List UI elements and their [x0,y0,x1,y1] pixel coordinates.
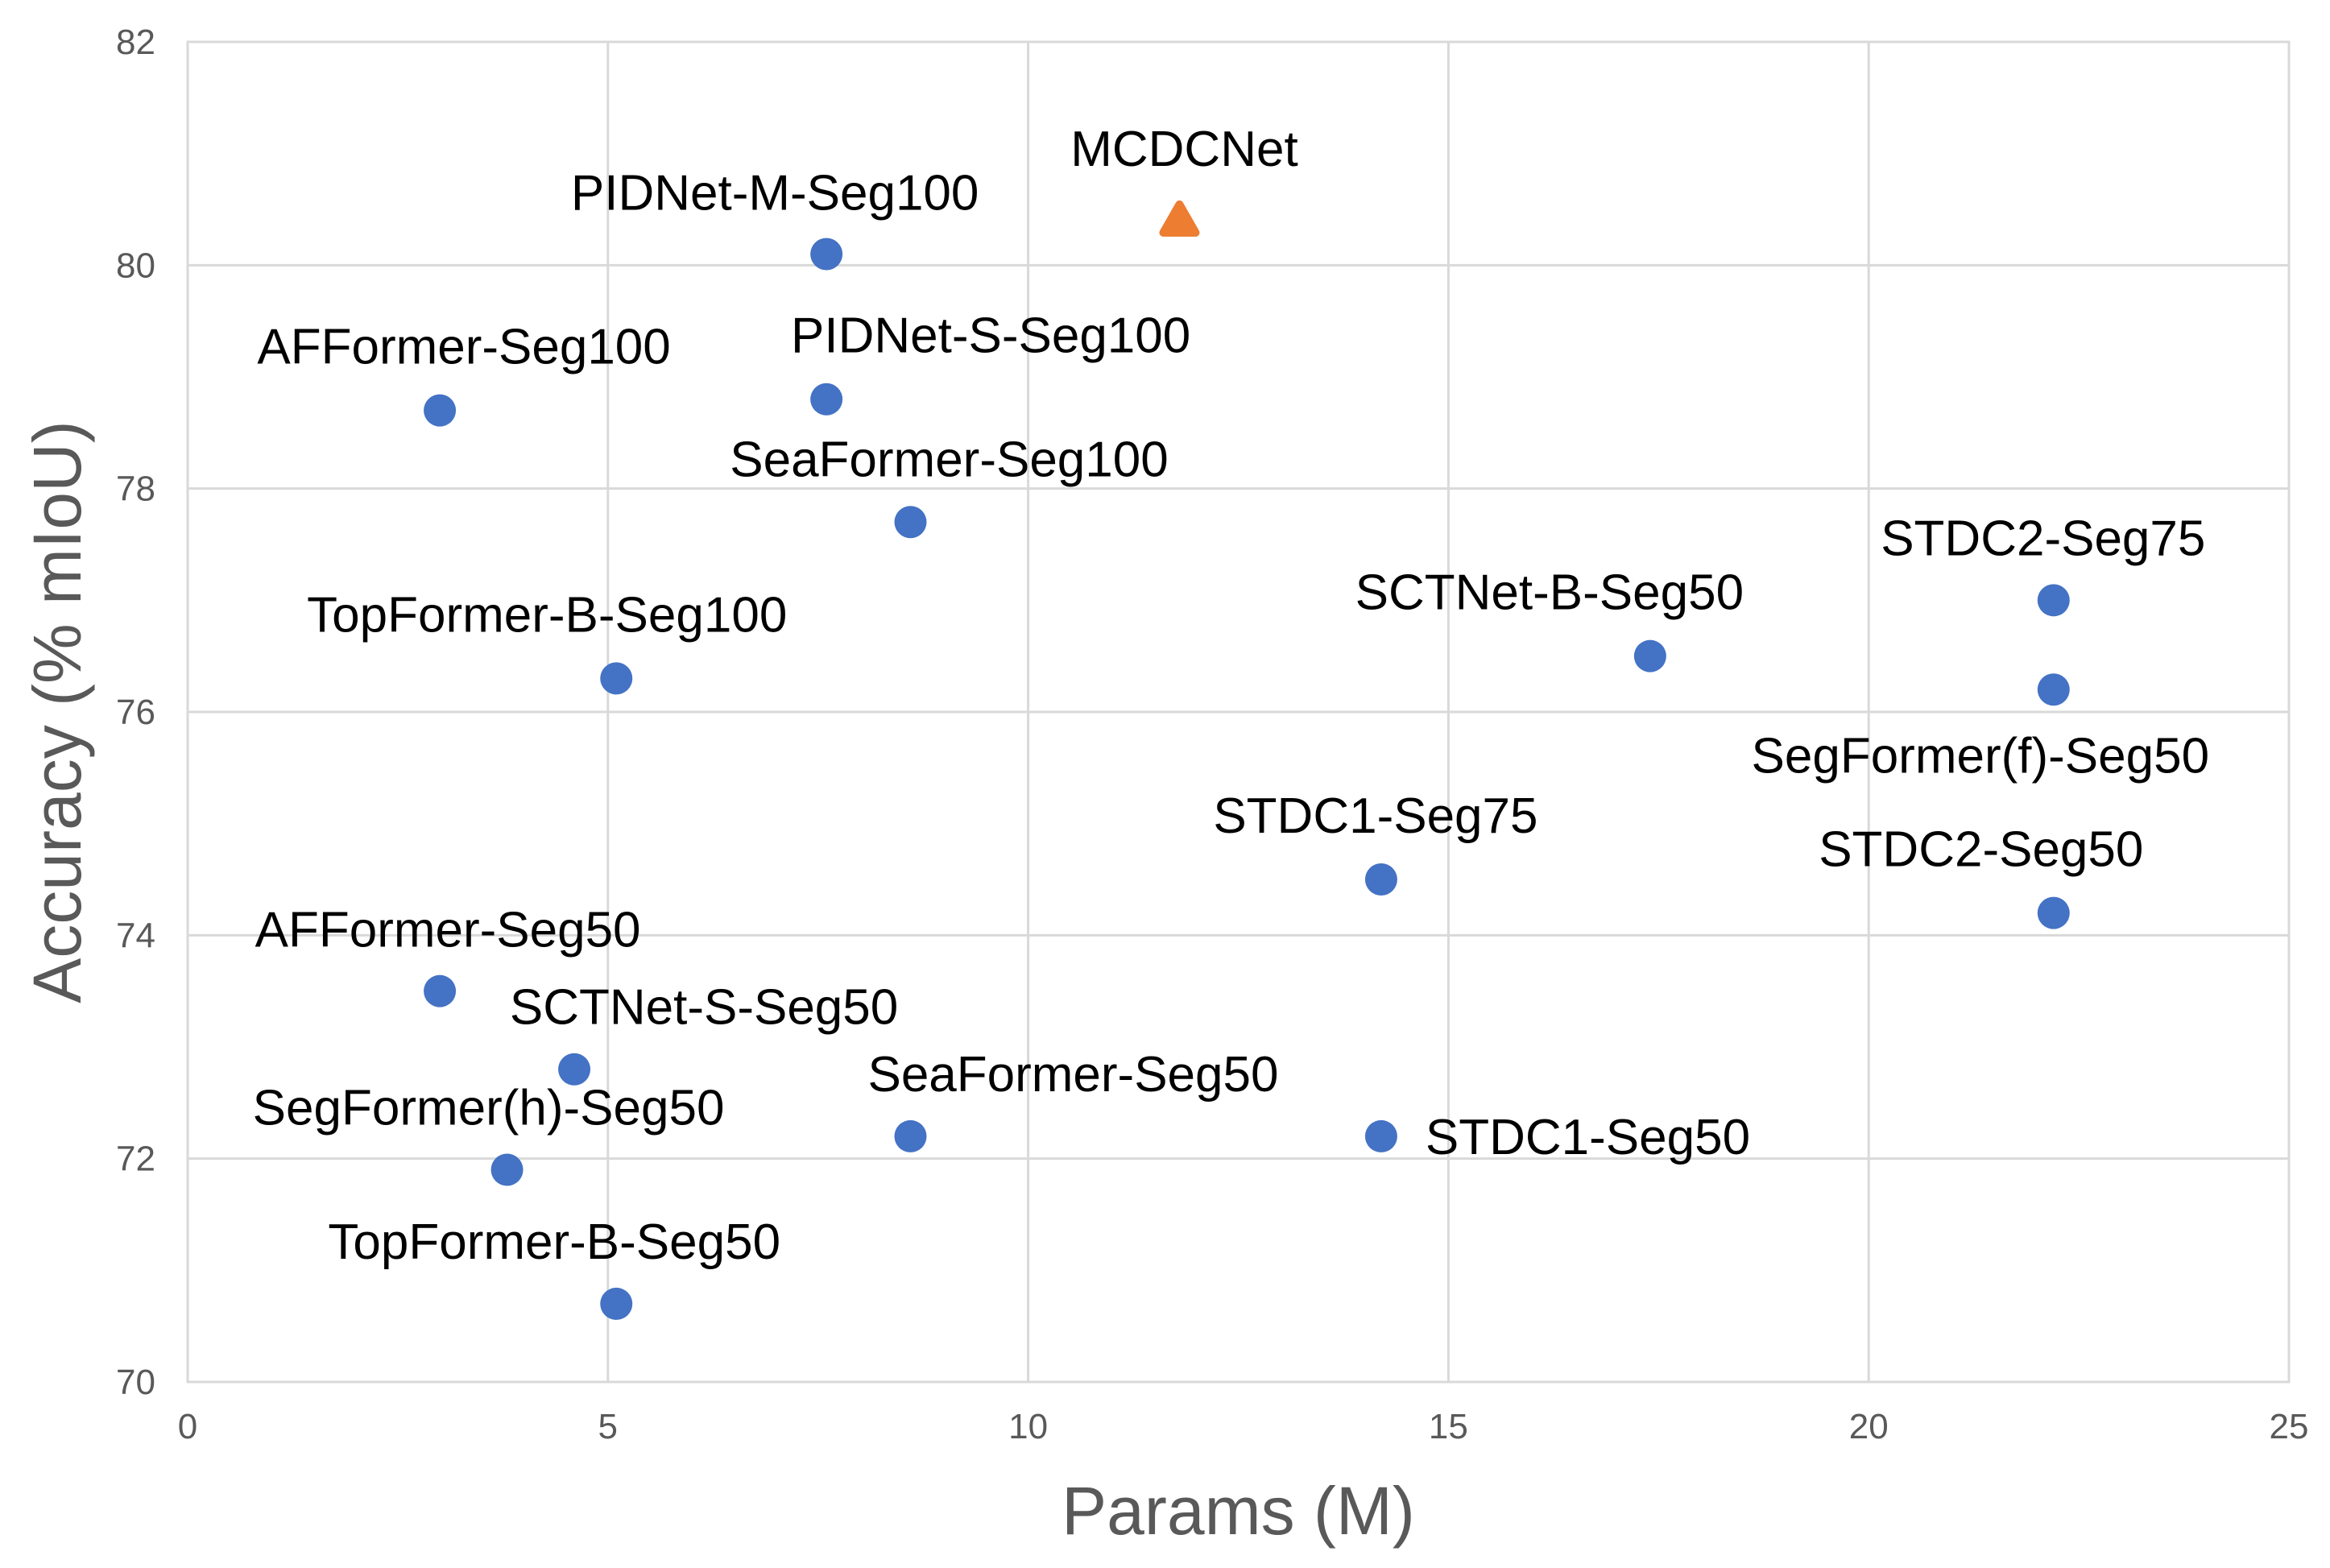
y-tick-label: 76 [116,693,155,732]
x-tick-label: 10 [1008,1407,1048,1446]
point-topformer-b-seg100 [600,662,633,695]
data-points [424,200,2070,1320]
label-seaformer-seg100: SeaFormer-Seg100 [730,432,1169,487]
point-afformer-seg50 [424,974,457,1007]
point-segformer-h-seg50 [490,1153,524,1186]
x-tick-label: 20 [1849,1407,1889,1446]
x-tick-label: 25 [2270,1407,2309,1446]
x-axis-title: Params (M) [1062,1473,1415,1549]
x-tick-label: 0 [178,1407,197,1446]
label-afformer-seg100: AFFormer-Seg100 [257,320,670,375]
point-stdc1-seg50 [1364,1119,1397,1152]
point-segformer-f-seg50 [2037,673,2070,706]
label-segformer-h-seg50: SegFormer(h)-Seg50 [253,1081,725,1136]
axis-ticks: 0 5 10 15 20 25 70 72 74 76 78 80 82 [116,23,2308,1446]
y-tick-label: 82 [116,23,155,62]
label-topformer-b-seg100: TopFormer-B-Seg100 [307,587,787,643]
point-afformer-seg100 [424,394,457,427]
label-sctnet-b-seg50: SCTNet-B-Seg50 [1355,565,1744,621]
label-topformer-b-seg50: TopFormer-B-Seg50 [328,1214,780,1270]
label-stdc1-seg75: STDC1-Seg75 [1213,788,1537,844]
point-mcdcnet [1159,200,1200,237]
y-axis-title: Accuracy (% mIoU) [19,420,95,1003]
label-stdc1-seg50: STDC1-Seg50 [1426,1110,1750,1165]
label-pidnet-s-seg100: PIDNet-S-Seg100 [791,308,1190,364]
label-stdc2-seg50: STDC2-Seg50 [1819,822,2143,878]
point-stdc1-seg75 [1364,863,1397,896]
point-seaformer-seg50 [894,1119,927,1152]
y-tick-label: 74 [116,916,155,955]
point-pidnet-m-seg100 [810,238,843,271]
x-tick-label: 15 [1429,1407,1468,1446]
label-stdc2-seg75: STDC2-Seg75 [1881,511,2205,566]
point-sctnet-b-seg50 [1633,639,1666,672]
x-tick-label: 5 [598,1407,618,1446]
label-mcdcnet: MCDCNet [1070,122,1297,177]
y-tick-label: 78 [116,470,155,509]
point-stdc2-seg75 [2037,584,2070,617]
label-afformer-seg50: AFFormer-Seg50 [255,903,641,958]
label-segformer-f-seg50: SegFormer(f)-Seg50 [1752,728,2210,784]
point-pidnet-s-seg100 [810,383,843,416]
point-seaformer-seg100 [894,506,927,539]
point-labels: PIDNet-M-Seg100 AFFormer-Seg100 PIDNet-S-S… [253,122,2209,1270]
point-sctnet-s-seg50 [558,1053,591,1086]
y-tick-label: 80 [116,246,155,285]
point-stdc2-seg50 [2037,896,2070,929]
label-sctnet-s-seg50: SCTNet-S-Seg50 [510,980,898,1036]
label-pidnet-m-seg100: PIDNet-M-Seg100 [571,165,979,221]
y-tick-label: 72 [116,1140,155,1179]
plot-area-border [186,40,2291,1384]
label-seaformer-seg50: SeaFormer-Seg50 [867,1047,1278,1103]
point-topformer-b-seg50 [600,1287,633,1320]
y-tick-label: 70 [116,1363,155,1402]
